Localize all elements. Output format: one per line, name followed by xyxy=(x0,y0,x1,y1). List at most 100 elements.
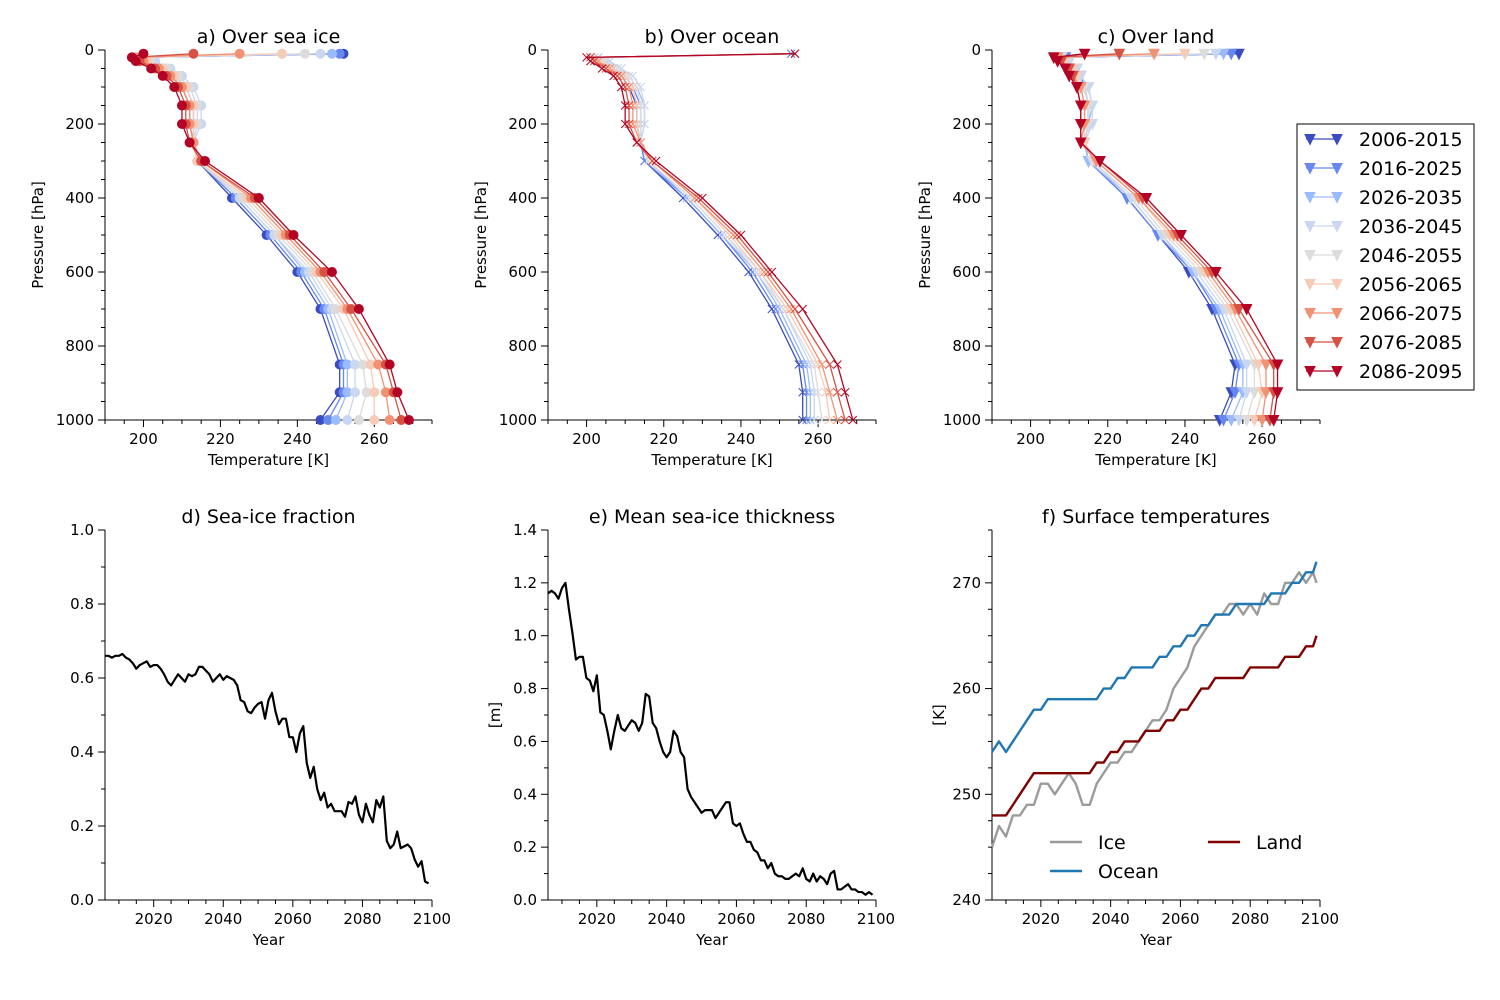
data-point xyxy=(1240,387,1253,399)
panel-title: f) Surface temperatures xyxy=(1042,506,1270,528)
legend-label: Ocean xyxy=(1098,861,1159,883)
series-2086-2095 xyxy=(126,48,414,425)
data-point xyxy=(632,101,642,110)
data-point xyxy=(1074,137,1087,150)
data-point xyxy=(798,387,808,397)
y-tick-label: 0.8 xyxy=(70,595,94,613)
data-point xyxy=(601,64,611,73)
data-point xyxy=(640,119,649,129)
data-point xyxy=(1304,221,1316,233)
data-point xyxy=(1210,267,1222,279)
data-point xyxy=(744,267,754,277)
panel-title: c) Over land xyxy=(1098,26,1215,48)
data-point xyxy=(169,82,180,92)
y-tick-label: 400 xyxy=(508,189,537,207)
y-tick-label: 250 xyxy=(952,785,981,803)
series-line xyxy=(135,53,368,421)
panel-a: 200 220 240 260 0 200 400 600 800 1000 a) Over sea… xyxy=(29,26,433,469)
data-point xyxy=(1233,415,1245,427)
panel-title: b) Over ocean xyxy=(645,26,780,48)
data-point xyxy=(589,56,599,66)
legend-label: 2016-2025 xyxy=(1359,158,1463,180)
data-point xyxy=(1229,387,1241,399)
y-axis-label: Pressure [hPa] xyxy=(472,181,490,289)
x-tick-label: 2080 xyxy=(343,910,381,928)
panel-title: d) Sea-ice fraction xyxy=(181,506,355,528)
data-point xyxy=(1240,415,1253,427)
y-tick-label: 0.4 xyxy=(70,743,94,761)
data-point xyxy=(713,230,723,240)
y-tick-label: 200 xyxy=(508,115,537,133)
data-point xyxy=(748,267,757,277)
x-tick-label: 240 xyxy=(283,430,312,448)
legend-label: 2076-2085 xyxy=(1359,332,1463,354)
data-point xyxy=(798,415,808,425)
data-point xyxy=(1051,56,1064,68)
panel-f: 2020 2040 2060 2080 2100 240 250 260 270 f) Surfa… xyxy=(930,506,1339,949)
data-point xyxy=(690,193,699,203)
y-tick-label: 0.0 xyxy=(513,891,537,909)
y-tick-label: 0.6 xyxy=(513,732,537,750)
data-point xyxy=(138,48,149,59)
data-point xyxy=(1252,359,1265,372)
legend-label: 2006-2015 xyxy=(1359,129,1463,151)
series-line xyxy=(597,53,815,420)
y-tick-label: 0.4 xyxy=(513,785,537,803)
data-point xyxy=(342,415,353,425)
data-point xyxy=(1248,387,1261,399)
series-line-Land xyxy=(992,635,1318,817)
data-point xyxy=(1304,134,1316,146)
y-tick-label: 0.0 xyxy=(70,891,94,909)
data-point xyxy=(157,70,168,81)
data-point xyxy=(1217,48,1230,61)
data-point xyxy=(1304,192,1316,204)
x-tick-label: 2100 xyxy=(413,910,451,928)
data-point xyxy=(1210,48,1222,61)
data-point xyxy=(1304,308,1316,320)
data-point xyxy=(752,267,761,277)
data-point xyxy=(403,415,414,425)
x-tick-label: 2100 xyxy=(1301,910,1339,928)
data-point xyxy=(326,48,337,59)
y-tick-label: 800 xyxy=(508,337,537,355)
data-point xyxy=(1225,415,1238,427)
data-point xyxy=(1094,156,1106,168)
data-point xyxy=(1175,230,1187,242)
data-point xyxy=(763,267,773,277)
panel-title: a) Over sea ice xyxy=(197,26,341,48)
data-point xyxy=(1240,359,1253,372)
x-tick-label: 2060 xyxy=(1161,910,1199,928)
x-axis-label: Year xyxy=(1139,931,1173,949)
data-point xyxy=(1331,221,1343,233)
legend-label: 2066-2075 xyxy=(1359,303,1463,325)
data-point xyxy=(833,415,842,425)
data-point xyxy=(628,71,638,81)
legend-label: 2046-2055 xyxy=(1359,245,1463,267)
data-point xyxy=(632,138,642,147)
data-point xyxy=(1304,279,1316,291)
data-point xyxy=(369,387,380,398)
data-point xyxy=(353,304,364,314)
data-point xyxy=(786,304,796,314)
y-tick-label: 260 xyxy=(952,680,981,698)
x-tick-label: 2020 xyxy=(135,910,173,928)
data-point xyxy=(369,415,380,425)
data-point xyxy=(384,359,395,370)
x-tick-label: 2020 xyxy=(578,910,616,928)
data-point xyxy=(1331,337,1343,349)
data-point xyxy=(1260,359,1272,372)
data-point xyxy=(253,193,264,203)
data-point xyxy=(1304,250,1316,262)
data-point xyxy=(1240,304,1253,316)
y-tick-label: 270 xyxy=(952,574,981,592)
x-tick-label: 260 xyxy=(804,430,833,448)
data-point xyxy=(1233,48,1245,61)
data-point xyxy=(840,415,850,425)
x-tick-label: 260 xyxy=(1248,430,1277,448)
data-point xyxy=(728,230,738,240)
data-point xyxy=(1225,48,1238,61)
data-point xyxy=(620,101,630,110)
series-line-Ocean xyxy=(990,561,1318,754)
data-point xyxy=(176,119,187,129)
series-line xyxy=(139,53,344,421)
